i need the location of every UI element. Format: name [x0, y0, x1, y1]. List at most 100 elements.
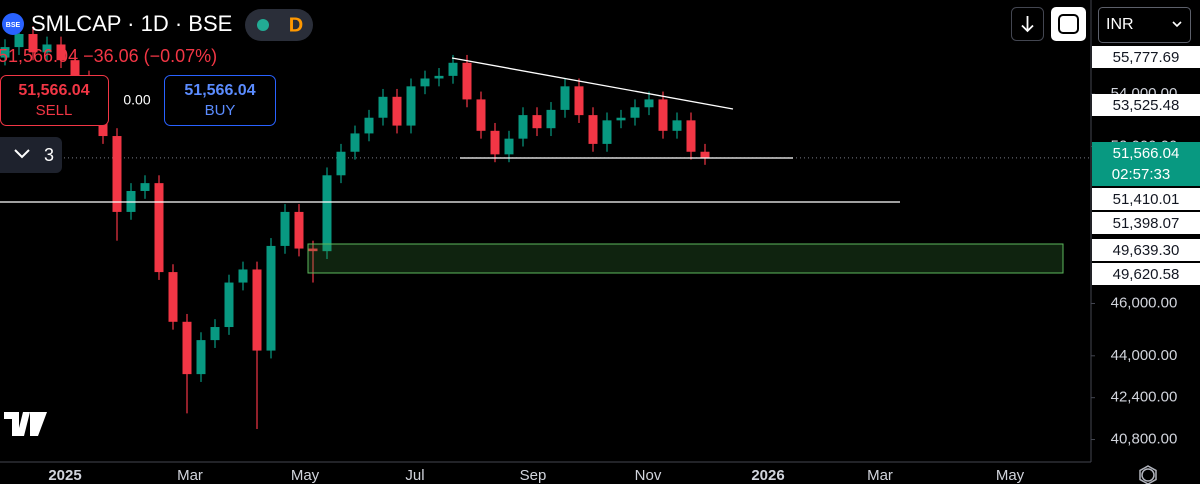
candle-body	[518, 115, 528, 139]
x-tick-label: Sep	[520, 467, 547, 484]
candle-body	[588, 115, 598, 144]
settings-icon[interactable]	[1141, 468, 1155, 482]
spread: 0.00	[123, 92, 150, 108]
candle-body	[630, 107, 640, 118]
x-tick-label: Mar	[867, 467, 893, 484]
fullscreen-icon	[1058, 14, 1079, 34]
candle-body	[56, 44, 66, 61]
candle-body	[448, 62, 458, 76]
price-change: 51,566.04 −36.06 (−0.07%)	[0, 46, 217, 66]
fullscreen-button[interactable]	[1051, 7, 1086, 41]
candle-body	[364, 117, 374, 134]
price-badge	[1092, 94, 1200, 116]
candle-body	[434, 75, 444, 79]
candle-body	[252, 269, 262, 351]
candle-body	[420, 78, 430, 87]
layers-toggle[interactable]	[0, 137, 62, 173]
countdown: 02:57:33	[1112, 166, 1170, 183]
market-open-dot	[257, 19, 269, 31]
chevron-icon	[14, 149, 30, 159]
price-badge-label: 55,777.69	[1113, 49, 1180, 66]
candle-body	[140, 183, 150, 191]
buy-button[interactable]	[164, 75, 276, 126]
status-pill[interactable]	[245, 9, 313, 41]
x-tick-label: Mar	[177, 467, 203, 484]
candle-body	[42, 44, 52, 53]
sell-label: SELL	[36, 102, 73, 119]
y-tick-label: 44,000.00	[1111, 347, 1178, 364]
axis-layer: 54,000.0052,000.0046,000.0044,000.0042,4…	[1091, 46, 1200, 447]
y-tick-label: 46,000.00	[1111, 294, 1178, 311]
candle-body	[266, 245, 276, 351]
price-badge-label: 51,398.07	[1113, 215, 1180, 232]
candle-body	[392, 96, 402, 126]
candle-body	[462, 62, 472, 100]
candle-body	[546, 109, 556, 129]
candle-body	[616, 117, 626, 121]
x-tick-label: 2025	[48, 467, 81, 484]
layers-count: 3	[44, 145, 54, 165]
x-tick-label: Nov	[635, 467, 662, 484]
candle-body	[574, 86, 584, 116]
candle-body	[308, 248, 318, 252]
candle-body	[168, 272, 178, 322]
currency-select[interactable]	[1098, 7, 1191, 43]
candle-body	[700, 151, 710, 158]
down-arrow-icon	[1021, 16, 1034, 33]
candle-body	[238, 269, 248, 283]
price-badge	[1092, 46, 1200, 68]
price-badge	[1092, 263, 1200, 285]
candle-body	[336, 151, 346, 176]
chevron-icon	[1172, 21, 1182, 28]
candle-body	[658, 99, 668, 131]
price-badge-label: 53,525.48	[1113, 97, 1180, 114]
candle-body	[210, 327, 220, 341]
candle-body	[476, 99, 486, 131]
candle-body	[672, 120, 682, 131]
candle-body	[560, 86, 570, 110]
candle-body	[644, 99, 654, 108]
candle-body	[490, 130, 500, 155]
price-badge	[1092, 188, 1200, 210]
y-tick-label: 40,800.00	[1111, 430, 1178, 447]
price-badge-label: 51,410.01	[1113, 191, 1180, 208]
currency: INR	[1106, 16, 1134, 33]
candle-body	[28, 34, 38, 53]
sell-button[interactable]	[0, 75, 109, 126]
candle-body	[154, 183, 164, 273]
candle-body	[602, 120, 612, 144]
candle-body	[532, 115, 542, 129]
last-price-badge	[1092, 142, 1200, 186]
candle-body	[294, 211, 304, 249]
sell-price: 51,566.04	[18, 82, 89, 99]
candle-body	[504, 138, 514, 155]
zone-box	[307, 243, 1064, 274]
delay-badge: D	[289, 14, 303, 36]
candle-body	[14, 34, 24, 48]
x-tick-label: May	[996, 467, 1025, 484]
trend-line	[451, 57, 734, 110]
x-tick-label: Jul	[405, 467, 424, 484]
x-tick-label: 2026	[751, 467, 784, 484]
price-badge-label: 49,620.58	[1113, 266, 1180, 283]
candle-body	[406, 86, 416, 126]
symbol: SMLCAP · 1D · BSE	[31, 11, 232, 36]
exchange-icon	[2, 13, 24, 35]
price-badge-label: 49,639.30	[1113, 242, 1180, 259]
candle-body	[350, 133, 360, 152]
candle-body	[196, 340, 206, 375]
candle-body	[0, 47, 10, 58]
price-badge	[1092, 212, 1200, 234]
tradingview-logo	[4, 412, 47, 436]
candle-body	[322, 175, 332, 252]
candle-body	[112, 136, 122, 212]
candle-body	[686, 120, 696, 152]
candle-body	[378, 96, 388, 118]
settings-icon-frame	[1139, 465, 1157, 484]
candle-body	[182, 321, 192, 375]
buy-price: 51,566.04	[184, 82, 255, 99]
y-tick-label: 42,400.00	[1111, 389, 1178, 406]
